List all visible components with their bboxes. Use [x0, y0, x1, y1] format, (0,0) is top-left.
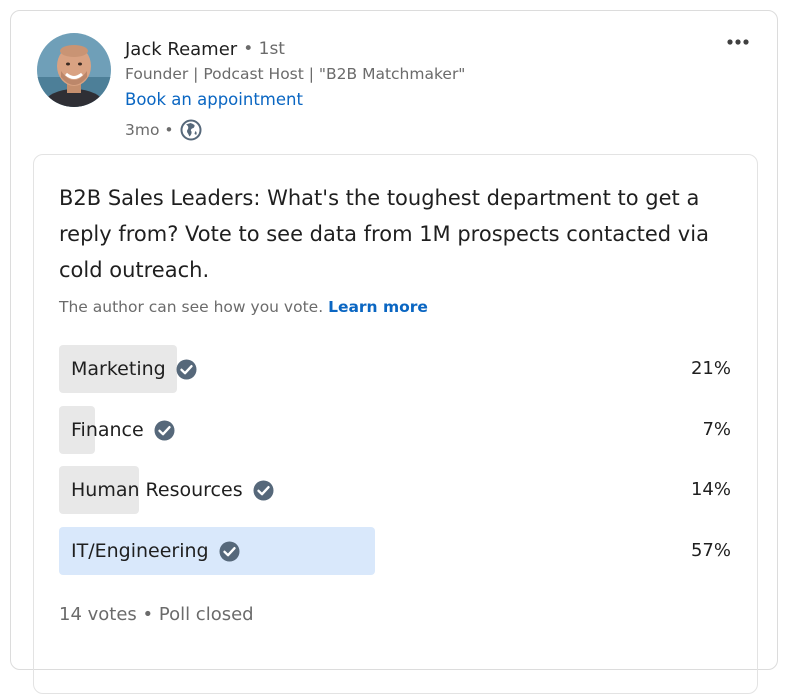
- poll-option-percent: 21%: [690, 358, 731, 379]
- post-meta: 3mo •: [125, 118, 202, 142]
- poll-option-result-bar: [59, 345, 177, 393]
- author-name[interactable]: Jack Reamer: [125, 38, 238, 60]
- more-horizontal-icon: [727, 39, 749, 45]
- poll-option-label: IT/Engineering: [71, 540, 209, 562]
- poll-option-label: Human Resources: [71, 479, 243, 501]
- post-card: Jack Reamer • 1st Founder | Podcast Host…: [10, 10, 778, 694]
- poll-option-label-wrap: Finance: [71, 406, 175, 454]
- author-name-row: Jack Reamer • 1st: [125, 37, 285, 61]
- post-timestamp: 3mo •: [125, 121, 174, 139]
- poll-option[interactable]: Human Resources 14%: [59, 466, 731, 514]
- poll-option-label-wrap: IT/Engineering: [71, 527, 240, 575]
- poll-option[interactable]: IT/Engineering 57%: [59, 527, 731, 575]
- globe-icon: [180, 119, 202, 141]
- poll-option-label: Finance: [71, 419, 144, 441]
- book-appointment-link[interactable]: Book an appointment: [125, 90, 303, 109]
- check-circle-icon: [253, 480, 274, 500]
- check-circle-icon: [219, 541, 240, 561]
- poll-visibility-note: The author can see how you vote. Learn m…: [59, 298, 428, 316]
- poll-option-percent: 57%: [690, 540, 731, 561]
- more-options-button[interactable]: [723, 31, 753, 53]
- poll: B2B Sales Leaders: What's the toughest d…: [33, 154, 758, 694]
- poll-option-label-wrap: Marketing: [71, 345, 197, 393]
- check-circle-icon: [154, 420, 175, 440]
- poll-footer: 14 votes • Poll closed: [59, 604, 254, 625]
- poll-option-result-bar: [59, 466, 139, 514]
- poll-option-result-bar: [59, 406, 95, 454]
- author-avatar[interactable]: [37, 33, 111, 107]
- poll-option-result-bar: [59, 527, 375, 575]
- poll-question: B2B Sales Leaders: What's the toughest d…: [59, 186, 709, 282]
- poll-option[interactable]: Marketing 21%: [59, 345, 731, 393]
- poll-option-percent: 7%: [702, 419, 731, 440]
- learn-more-link[interactable]: Learn more: [328, 298, 428, 316]
- author-headline: Founder | Podcast Host | "B2B Matchmaker…: [125, 65, 466, 83]
- poll-option-percent: 14%: [690, 479, 731, 500]
- visibility-text: The author can see how you vote.: [59, 298, 324, 316]
- poll-option[interactable]: Finance 7%: [59, 406, 731, 454]
- check-circle-icon: [176, 359, 197, 379]
- poll-option-label: Marketing: [71, 358, 166, 380]
- poll-option-label-wrap: Human Resources: [71, 466, 274, 514]
- connection-degree: • 1st: [243, 39, 285, 59]
